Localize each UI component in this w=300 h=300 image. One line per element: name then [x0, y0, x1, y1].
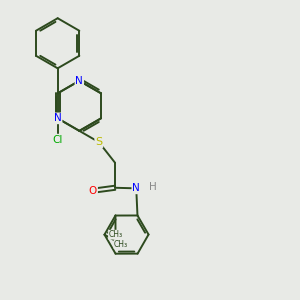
- Text: N: N: [76, 76, 83, 86]
- Text: O: O: [89, 186, 97, 196]
- Text: S: S: [95, 137, 102, 147]
- Text: H: H: [148, 182, 156, 192]
- Text: Cl: Cl: [52, 135, 63, 145]
- Text: N: N: [132, 183, 140, 194]
- Text: CH₃: CH₃: [108, 230, 123, 239]
- Text: CH₃: CH₃: [114, 240, 128, 249]
- Text: N: N: [54, 113, 61, 123]
